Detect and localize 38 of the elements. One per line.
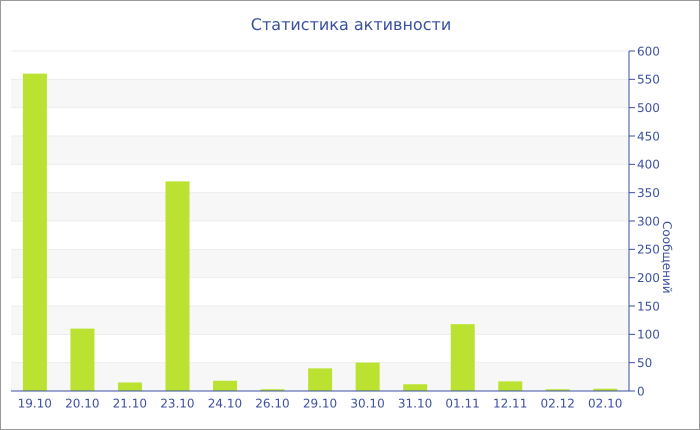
y-tick-label: 250 bbox=[637, 242, 660, 257]
x-tick-label: 12.11 bbox=[492, 396, 528, 411]
y-tick-label: 200 bbox=[637, 270, 660, 285]
bar bbox=[70, 328, 94, 391]
x-tick-label: 19.10 bbox=[18, 396, 52, 411]
y-tick-label: 0 bbox=[637, 384, 645, 398]
y-tick-label: 450 bbox=[637, 129, 660, 144]
bar bbox=[450, 324, 475, 391]
y-tick-label: 100 bbox=[637, 328, 660, 342]
chart-title: Статистика активности bbox=[250, 15, 452, 34]
bar bbox=[356, 362, 380, 391]
y-tick-label: 300 bbox=[637, 214, 660, 228]
x-tick-label: 29.10 bbox=[302, 396, 338, 411]
bar bbox=[403, 384, 428, 391]
bar bbox=[308, 368, 332, 391]
bar bbox=[22, 74, 47, 391]
y-tick-label: 350 bbox=[637, 186, 660, 200]
y-tick-label: 550 bbox=[637, 72, 660, 87]
x-tick-label: 01.11 bbox=[445, 396, 480, 411]
x-tick-label: 21.10 bbox=[112, 396, 148, 411]
y-tick-label: 600 bbox=[637, 44, 660, 58]
x-tick-label: 20.10 bbox=[65, 396, 100, 411]
bar bbox=[118, 382, 142, 391]
y-tick-label: 150 bbox=[637, 299, 660, 314]
x-tick-label: 30.10 bbox=[350, 396, 385, 411]
bar bbox=[166, 181, 190, 391]
y-axis-title: Сообщений bbox=[660, 221, 674, 294]
y-tick-label: 50 bbox=[637, 356, 652, 370]
bar bbox=[498, 381, 522, 391]
bar bbox=[213, 380, 238, 391]
x-tick-label: 26.10 bbox=[255, 396, 290, 411]
y-tick-label: 400 bbox=[637, 158, 660, 172]
x-tick-label: 02.10 bbox=[588, 396, 622, 411]
x-tick-label: 23.10 bbox=[160, 396, 195, 411]
x-tick-label: 31.10 bbox=[398, 396, 432, 411]
x-tick-label: 02.12 bbox=[540, 396, 575, 411]
y-tick-label: 500 bbox=[637, 100, 660, 115]
x-tick-label: 24.10 bbox=[208, 396, 242, 411]
